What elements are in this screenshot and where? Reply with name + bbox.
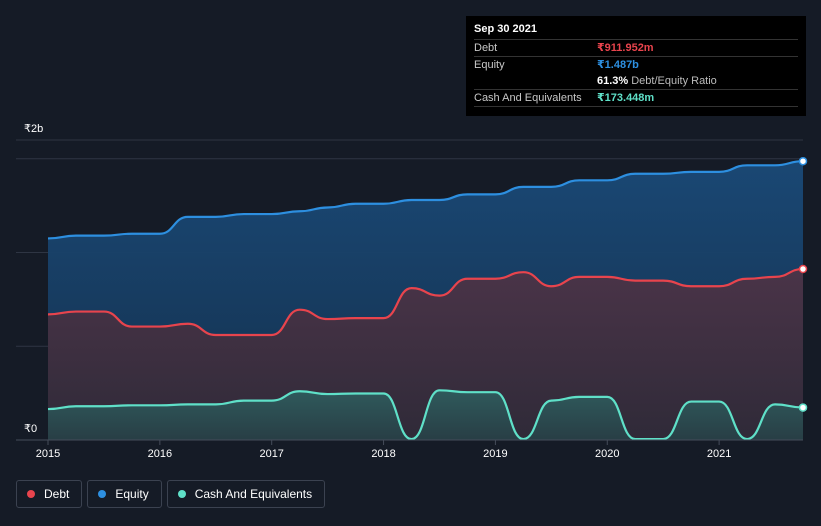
tooltip-equity-label: Equity — [474, 59, 505, 71]
cash-dot-icon — [177, 490, 186, 498]
x-tick-label: 2016 — [148, 448, 172, 460]
tooltip-cash-label: Cash And Equivalents — [474, 92, 582, 104]
legend-cash-label: Cash And Equivalents — [194, 487, 313, 501]
x-tick-label: 2021 — [707, 448, 731, 460]
tooltip-debt-label: Debt — [474, 42, 498, 54]
x-tick-label: 2018 — [371, 448, 395, 460]
legend-item-cash[interactable]: Cash And Equivalents — [166, 480, 326, 508]
series-areas — [48, 161, 803, 440]
tooltip-row-cash: Cash And Equivalents ₹173.448m — [474, 89, 798, 107]
tooltip-cash-value: ₹173.448m — [597, 92, 655, 104]
x-tick-label: 2019 — [483, 448, 507, 460]
endpoint-debt[interactable] — [798, 264, 808, 274]
line-cash — [47, 389, 804, 441]
legend: Debt Equity Cash And Equivalents — [16, 480, 326, 508]
debt-dot-icon — [27, 490, 35, 498]
endpoint-cash[interactable] — [798, 403, 808, 412]
tooltip-row-ratio: 61.3% Debt/Equity Ratio — [474, 73, 798, 89]
area-debt — [48, 269, 803, 440]
y-tick-label: ₹0 — [24, 423, 37, 435]
y-tick-label: ₹2b — [24, 123, 43, 135]
tooltip-ratio-label: Debt/Equity Ratio — [631, 75, 717, 87]
tooltip-debt-value: ₹911.952m — [597, 42, 654, 54]
tooltip-ratio-pct: 61.3% — [597, 75, 629, 87]
tooltip-date: Sep 30 2021 — [474, 23, 537, 35]
x-tick-label: 2020 — [595, 448, 619, 460]
tooltip-equity-value: ₹1.487b — [597, 59, 639, 71]
legend-item-debt[interactable]: Debt — [16, 480, 83, 508]
legend-item-equity[interactable]: Equity — [87, 480, 162, 508]
line-debt — [47, 267, 804, 337]
endpoint-equity[interactable] — [798, 156, 808, 166]
legend-equity-label: Equity — [115, 487, 149, 501]
tooltip: Sep 30 2021 Debt ₹911.952m Equity ₹1.487… — [466, 16, 806, 116]
tooltip-row-debt: Debt ₹911.952m — [474, 39, 798, 56]
x-tick-label: 2015 — [36, 448, 60, 460]
equity-dot-icon — [98, 490, 107, 498]
tooltip-row-equity: Equity ₹1.487b — [474, 56, 798, 73]
line-equity — [47, 160, 804, 240]
series-lines — [47, 156, 808, 441]
legend-debt-label: Debt — [44, 487, 70, 501]
axes — [16, 439, 803, 445]
x-tick-label: 2017 — [259, 448, 283, 460]
tick-labels: 2015 2016 2017 2018 2019 2020 2021 ₹2b ₹0 — [24, 123, 731, 460]
